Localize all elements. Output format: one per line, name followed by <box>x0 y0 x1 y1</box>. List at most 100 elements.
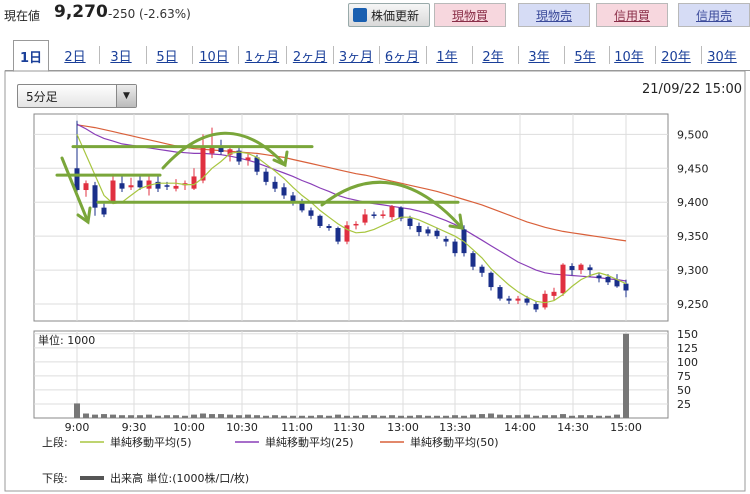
tab-5y[interactable]: 5年 <box>574 49 596 65</box>
interval-select[interactable]: 5分足 ▼ <box>17 84 137 108</box>
tab-10y[interactable]: 10年 <box>614 49 644 65</box>
price-label: 現在値 <box>4 9 41 23</box>
refresh-icon <box>353 8 367 22</box>
tab-1y[interactable]: 1年 <box>436 49 458 65</box>
chart-datetime: 21/09/22 15:00 <box>642 82 742 97</box>
candle-up <box>380 214 386 216</box>
volume-bar <box>506 415 512 418</box>
candle-up <box>173 185 179 189</box>
candle-down <box>335 228 341 242</box>
volume-bar <box>92 414 98 418</box>
update-price-button[interactable]: 株価更新 <box>348 3 430 27</box>
volume-bar <box>227 414 233 418</box>
margin-sell-button[interactable]: 信用売 <box>678 3 750 27</box>
candle-up <box>578 264 584 271</box>
volume-bar <box>146 414 152 418</box>
volume-bar <box>614 414 620 418</box>
tab-2y[interactable]: 2年 <box>482 49 504 65</box>
tab-30y[interactable]: 30年 <box>707 49 737 65</box>
annotation-arrow-head <box>448 213 464 230</box>
candle-down <box>488 272 494 288</box>
tab-5d[interactable]: 5日 <box>156 49 178 65</box>
candle-down <box>452 241 458 254</box>
price-tick-label: 9,450 <box>677 162 709 175</box>
candle-down <box>272 181 278 189</box>
cash-sell-button[interactable]: 現物売 <box>518 3 590 27</box>
candle-down <box>236 150 242 162</box>
legend-series-label: 単純移動平均(5) <box>110 435 192 449</box>
volume-bar <box>623 333 629 418</box>
volume-bar <box>380 415 386 418</box>
candle-down <box>290 195 296 203</box>
tab-3m[interactable]: 3ヶ月 <box>338 49 374 65</box>
tab-20y[interactable]: 20年 <box>661 49 691 65</box>
volume-bar <box>74 403 80 418</box>
candle-down <box>254 157 260 172</box>
candle-down <box>497 287 503 299</box>
volume-bar <box>497 414 503 418</box>
candle-down <box>299 202 305 211</box>
volume-bar <box>128 415 134 418</box>
chevron-down-icon: ▼ <box>116 85 136 107</box>
tab-2d[interactable]: 2日 <box>64 49 86 65</box>
volume-bar <box>101 414 107 418</box>
x-tick-label: 14:00 <box>504 421 536 434</box>
annotation-arrow-head <box>76 206 92 225</box>
volume-bar <box>542 415 548 418</box>
candle-up <box>227 149 233 155</box>
volume-bar <box>299 415 305 418</box>
price-tick-label: 9,400 <box>677 196 709 209</box>
volume-bar <box>272 415 278 418</box>
candle-up <box>560 264 566 294</box>
volume-bar <box>254 415 260 418</box>
volume-bar <box>137 415 143 418</box>
tab-6m[interactable]: 6ヶ月 <box>384 49 420 65</box>
volume-bar <box>263 415 269 418</box>
x-tick-label: 10:00 <box>173 421 205 434</box>
x-tick-label: 15:00 <box>610 421 642 434</box>
tab-2m[interactable]: 2ヶ月 <box>292 49 328 65</box>
x-tick-label: 10:30 <box>226 421 258 434</box>
volume-tick-label: 100 <box>677 356 698 369</box>
candle-up <box>344 225 350 242</box>
candle-down <box>398 207 404 219</box>
candle-down <box>326 225 332 229</box>
volume-bar <box>218 414 224 418</box>
candle-down <box>434 230 440 237</box>
volume-bar <box>551 415 557 418</box>
candle-down <box>317 215 323 226</box>
candle-down <box>569 266 575 271</box>
price-tick-label: 9,500 <box>677 128 709 141</box>
tab-1m[interactable]: 1ヶ月 <box>244 49 280 65</box>
legend-volume-label: 出来高 単位:(1000株/口/枚) <box>110 471 249 485</box>
price-tick-label: 9,350 <box>677 230 709 243</box>
tab-3y[interactable]: 3年 <box>528 49 550 65</box>
tab-10d[interactable]: 10日 <box>199 49 229 65</box>
volume-bar <box>362 415 368 418</box>
volume-bar <box>281 415 287 418</box>
volume-bar <box>452 415 458 418</box>
candle-up <box>209 147 215 154</box>
candle-down <box>443 238 449 242</box>
candle-down <box>533 304 539 310</box>
candle-down <box>74 168 80 191</box>
tab-3d[interactable]: 3日 <box>110 49 132 65</box>
candle-down <box>614 279 620 287</box>
volume-bar <box>326 415 332 418</box>
volume-bar <box>182 415 188 418</box>
volume-bar <box>578 415 584 418</box>
margin-buy-button[interactable]: 信用買 <box>596 3 668 27</box>
cash-buy-button[interactable]: 現物買 <box>434 3 506 27</box>
volume-bar <box>245 414 251 418</box>
volume-bar <box>416 415 422 418</box>
candle-down <box>407 218 413 226</box>
update-price-label: 株価更新 <box>371 8 420 23</box>
annotation-arrow <box>60 156 90 224</box>
candle-up <box>353 223 359 226</box>
candle-down <box>92 185 98 208</box>
price-change: -250 (-2.63%) <box>108 7 191 21</box>
candle-down <box>416 225 422 233</box>
ma50-line <box>76 124 627 242</box>
candle-up <box>362 214 368 223</box>
